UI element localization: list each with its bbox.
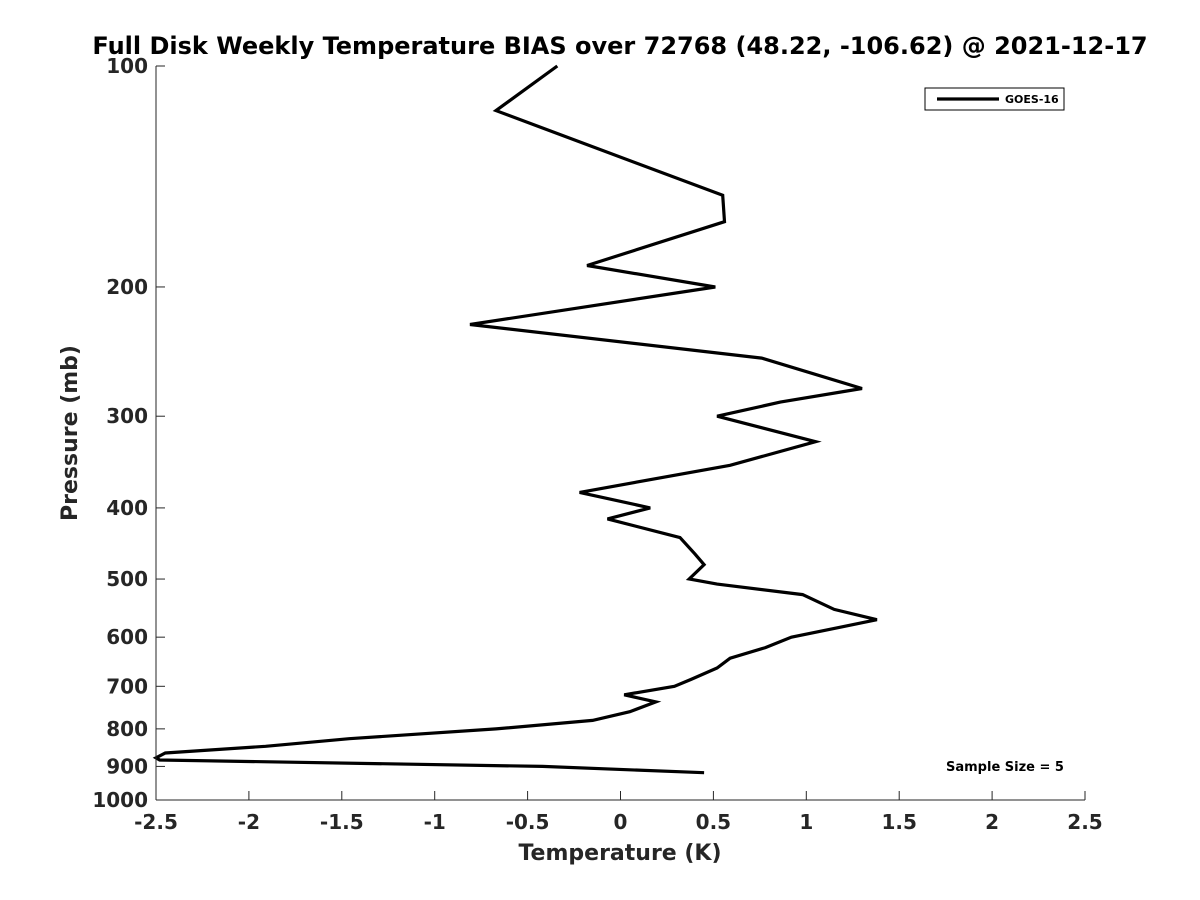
x-axis-label: Temperature (K): [518, 841, 721, 866]
y-tick-label: 400: [106, 496, 148, 520]
y-tick-label: 200: [106, 275, 148, 299]
y-tick-label: 500: [106, 567, 148, 591]
y-tick-label: 600: [106, 625, 148, 649]
series-line-goes-16: [152, 64, 878, 775]
x-tick-label: 1: [799, 810, 813, 834]
x-tick-label: -2: [238, 810, 260, 834]
x-tick-label: 2: [985, 810, 999, 834]
y-tick-label: 700: [106, 674, 148, 698]
x-tick-label: 0: [614, 810, 628, 834]
legend-label-goes-16: GOES-16: [1005, 93, 1059, 106]
y-tick-label: 300: [106, 404, 148, 428]
sample-size-annotation: Sample Size = 5: [946, 760, 1064, 775]
y-ticks: 100 200 300 400 500 600 700 800 900 1000: [92, 54, 165, 812]
y-tick-label: 100: [106, 54, 148, 78]
x-tick-label: -1.5: [320, 810, 364, 834]
y-tick-label: 1000: [92, 788, 148, 812]
x-tick-label: -0.5: [506, 810, 550, 834]
x-tick-label: -1: [424, 810, 446, 834]
x-tick-label: 2.5: [1067, 810, 1102, 834]
x-tick-label: 0.5: [696, 810, 731, 834]
x-tick-label: 1.5: [881, 810, 916, 834]
legend: GOES-16: [924, 87, 1065, 111]
y-tick-label: 800: [106, 717, 148, 741]
x-tick-label: -2.5: [134, 810, 178, 834]
chart-title: Full Disk Weekly Temperature BIAS over 7…: [92, 32, 1147, 60]
y-axis-label: Pressure (mb): [58, 345, 83, 521]
y-tick-label: 900: [106, 754, 148, 778]
x-ticks: -2.5 -2 -1.5 -1 -0.5 0 0.5 1 1.5 2 2.5: [134, 791, 1103, 834]
